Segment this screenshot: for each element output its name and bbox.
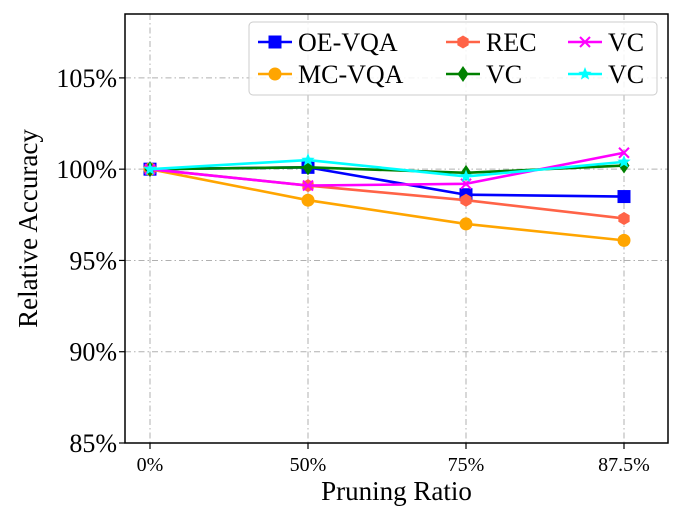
- legend-entry-vc-3-marker: [457, 66, 469, 82]
- x-tick-label: 0%: [137, 454, 164, 476]
- y-tick-label: 85%: [69, 429, 117, 458]
- legend-entry-oe-vqa-0: OE-VQA: [258, 28, 398, 57]
- series-vc-4-point-stroke: [302, 179, 314, 192]
- series-mc-vqa-1-line: [149, 167, 625, 242]
- legend-entry-vc-5: VC: [568, 60, 644, 89]
- legend-entry-vc-3: VC: [446, 60, 522, 89]
- x-tick-label: 87.5%: [598, 454, 650, 476]
- legend-label: MC-VQA: [298, 60, 404, 89]
- y-tick-label: 90%: [69, 338, 117, 367]
- series-vc-4-point-stroke: [618, 147, 630, 159]
- series-vc-5-point: [459, 169, 473, 183]
- x-tick-label: 75%: [448, 454, 485, 476]
- series-rec-2-point: [460, 193, 472, 207]
- y-tick-label: 105%: [56, 64, 117, 93]
- legend-label: VC: [608, 60, 644, 89]
- series-vc-4-point: [302, 179, 314, 192]
- x-tick-label: 50%: [290, 454, 327, 476]
- legend-entry-rec-2: REC: [446, 28, 537, 57]
- series-vc-4-point: [618, 147, 630, 159]
- series-vc-5-point: [301, 153, 315, 166]
- plot-frame: [124, 13, 669, 444]
- series-oe-vqa-0-point: [617, 190, 631, 204]
- y-tick-label: 100%: [56, 155, 117, 184]
- series-vc-5: [143, 153, 631, 183]
- series-mc-vqa-1-point: [617, 233, 631, 247]
- y-axis-label: Relative Accuracy: [13, 129, 43, 328]
- series-rec-2-point: [618, 211, 630, 225]
- legend-label: OE-VQA: [298, 28, 398, 57]
- legend-label: VC: [486, 60, 522, 89]
- legend-label: VC: [608, 28, 644, 57]
- legend-label: REC: [486, 28, 537, 57]
- legend-entry-mc-vqa-1-marker: [268, 67, 282, 81]
- legend: OE-VQA MC-VQA REC VC VC VC: [248, 21, 658, 96]
- series-layer: [143, 147, 631, 247]
- legend-entry-vc-5-marker: [578, 67, 592, 80]
- series-mc-vqa-1-point: [459, 217, 473, 231]
- series-vc-5-line: [149, 158, 625, 178]
- series-vc-5-point: [143, 162, 157, 175]
- legend-entry-vc-4-marker-stroke: [579, 36, 591, 48]
- series-mc-vqa-1-point: [301, 193, 315, 207]
- legend-entry-oe-vqa-0-marker: [268, 35, 282, 49]
- legend-box: [248, 21, 658, 96]
- axis-ticks: 85% 90% 95% 100% 105% 0% 50% 75% 87.5%: [56, 64, 650, 476]
- x-axis-label: Pruning Ratio: [321, 476, 472, 506]
- legend-entry-vc-4: VC: [568, 28, 644, 57]
- series-vc-5-point: [617, 154, 631, 168]
- legend-entry-vc-4-marker: [579, 36, 591, 48]
- y-tick-label: 95%: [69, 246, 117, 275]
- series-rec-2: [144, 162, 630, 225]
- legend-entry-mc-vqa-1: MC-VQA: [258, 60, 404, 89]
- legend-entry-rec-2-marker: [457, 35, 469, 49]
